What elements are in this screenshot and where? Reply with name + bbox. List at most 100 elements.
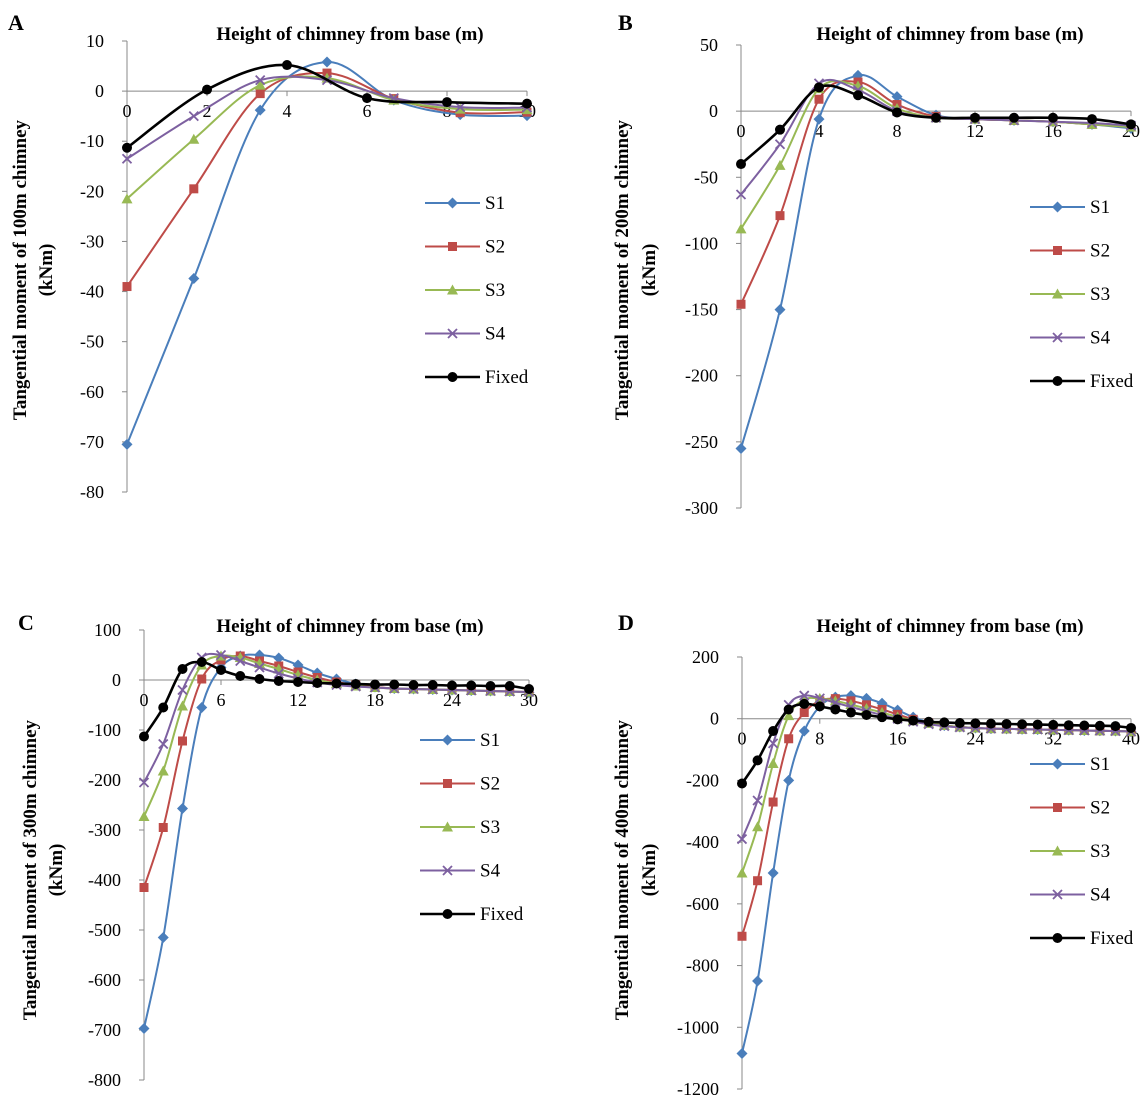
panel-a-y-tick-label: 10 xyxy=(86,31,104,51)
panel-c-series-line-fixed xyxy=(142,660,530,738)
panel-b-data-point-fixed xyxy=(736,159,746,170)
panel-c-y-tick-label: -600 xyxy=(88,970,121,990)
panel-b-y-tick-label: -100 xyxy=(685,233,718,253)
panel-c-x-tick-label: 6 xyxy=(217,690,226,710)
panel-d-data-point-s1 xyxy=(783,774,795,786)
panel-d-legend-item-s3: S3 xyxy=(1030,841,1110,862)
panel-d-data-point-fixed xyxy=(1001,718,1012,729)
panel-c-legend-label: S2 xyxy=(480,774,500,795)
panel-c-legend-label: Fixed xyxy=(480,904,524,925)
panel-d-legend-item-s4: S4 xyxy=(1030,885,1111,906)
panel-b-legend-label: S4 xyxy=(1090,328,1111,349)
panel-c-data-point-fixed xyxy=(504,681,515,691)
panel-c-series-fixed xyxy=(139,657,534,742)
panel-c-data-point-fixed xyxy=(312,678,323,688)
panel-b-x-tick-label: 8 xyxy=(893,121,902,141)
panel-a-y-tick-label: -80 xyxy=(80,482,104,502)
panel-d-data-point-s2 xyxy=(768,797,778,807)
panel-d-data-point-fixed xyxy=(1094,720,1105,731)
panel-d-data-point-s2 xyxy=(737,931,747,941)
panel-b-y-tick-label: -200 xyxy=(685,366,718,386)
panel-a-x-tick-label: 4 xyxy=(283,101,292,121)
panel-a-legend-marker xyxy=(447,328,458,339)
panel-c-data-point-fixed xyxy=(331,678,342,689)
panel-letter-d: D xyxy=(618,610,634,635)
panel-b-legend-label: Fixed xyxy=(1090,371,1134,392)
panel-c-data-point-fixed xyxy=(273,676,284,686)
panel-a-data-point-s1 xyxy=(188,273,200,285)
panel-d-data-point-s3 xyxy=(783,710,795,721)
panel-c-data-point-s1 xyxy=(196,702,208,713)
panel-c-data-point-fixed xyxy=(139,731,149,742)
panel-c-legend: S1 S2 S3 S4 Fixed xyxy=(420,730,524,925)
panel-d-series-s3 xyxy=(736,692,1137,878)
panel-c-data-point-s4 xyxy=(254,662,265,673)
panel-b-series-line-s4 xyxy=(740,78,1132,196)
panel-b-data-point-fixed xyxy=(775,124,785,135)
panel-d-series-s4 xyxy=(736,690,1137,845)
panel-c-data-point-s3 xyxy=(157,765,169,776)
panel-b-data-point-s2 xyxy=(814,94,824,104)
panel-a-ylabel-line2: (kNm) xyxy=(36,244,57,297)
panel-c-y-tick-label: -500 xyxy=(88,920,121,940)
panel-b-data-point-s4 xyxy=(774,139,786,150)
panel-a-data-point-fixed xyxy=(442,97,452,108)
panel-c-data-point-s2 xyxy=(178,736,187,746)
panel-c-legend-marker xyxy=(442,734,453,746)
panel-a-data-point-s2 xyxy=(122,282,132,292)
panel-letter-c: C xyxy=(18,610,34,635)
panel-a-legend-item-fixed: Fixed xyxy=(425,367,529,388)
panel-d-data-point-fixed xyxy=(845,707,856,718)
panel-d-x-tick-label: 0 xyxy=(738,729,747,749)
panel-d-y-tick-label: -1000 xyxy=(677,1017,719,1037)
panel-d-data-point-fixed xyxy=(1126,722,1136,733)
panel-a-series-s4 xyxy=(121,74,533,164)
panel-d-data-point-s3 xyxy=(752,821,764,832)
panel-b-data-point-s3 xyxy=(774,159,786,170)
panel-c-data-point-fixed xyxy=(447,680,457,691)
panel-a-legend-marker xyxy=(447,197,458,209)
panel-c-data-point-fixed xyxy=(485,681,496,691)
panel-b-data-point-s3 xyxy=(735,223,747,234)
panel-d-data-point-s3 xyxy=(767,757,779,768)
panel-d-data-point-fixed xyxy=(1079,720,1090,731)
panel-b-legend-marker xyxy=(1052,332,1063,343)
panel-b-series-s3 xyxy=(735,80,1137,234)
panel-d-y-tick-label: 200 xyxy=(692,647,719,667)
panel-a-y-tick-label: -40 xyxy=(80,282,104,302)
panel-c-y-tick-label: -800 xyxy=(88,1070,121,1090)
panel-c-data-point-fixed xyxy=(293,677,303,687)
panel-d-data-point-s4 xyxy=(814,693,825,704)
panel-b-legend-label: S1 xyxy=(1090,197,1110,218)
panel-c-x-tick-label: 24 xyxy=(443,690,461,710)
panel-a-data-point-s4 xyxy=(188,111,199,122)
panel-a-legend-item-s3: S3 xyxy=(425,280,505,301)
panel-b-data-point-s2 xyxy=(736,299,746,309)
panel-d-legend-marker xyxy=(1052,845,1063,856)
panel-d-x-tick-label: 16 xyxy=(889,729,907,749)
panel-a-x-tick-label: 0 xyxy=(123,101,132,121)
panel-c-data-point-s4 xyxy=(138,777,150,788)
panel-a-data-point-s3 xyxy=(188,133,200,144)
panel-b-y-tick-label: -250 xyxy=(685,432,718,452)
panel-b-data-point-fixed xyxy=(814,82,824,93)
panel-d-y-tick-label: 0 xyxy=(710,709,719,729)
panel-a-y-tick-label: -50 xyxy=(80,332,104,352)
panel-d-y-tick-label: -200 xyxy=(686,770,719,790)
panel-b-data-point-s2 xyxy=(775,211,785,221)
panel-d-x-tick-label: 8 xyxy=(815,729,824,749)
panel-a-series-s1 xyxy=(121,56,533,450)
panel-c-data-point-s3 xyxy=(177,700,188,711)
panel-a-series-line-s3 xyxy=(126,75,528,200)
panel-d-data-point-fixed xyxy=(970,718,981,729)
panel-c-legend-item-fixed: Fixed xyxy=(420,904,524,925)
panel-c-legend-label: S3 xyxy=(480,817,500,838)
panel-c-x-tick-label: 12 xyxy=(289,690,307,710)
panel-b-x-tick-label: 12 xyxy=(966,121,984,141)
panel-b-legend-item-s2: S2 xyxy=(1030,241,1110,262)
panel-c-y-tick-label: 100 xyxy=(94,620,121,640)
panel-c-data-point-s4 xyxy=(235,655,246,667)
panel-b-data-point-fixed xyxy=(853,90,863,101)
